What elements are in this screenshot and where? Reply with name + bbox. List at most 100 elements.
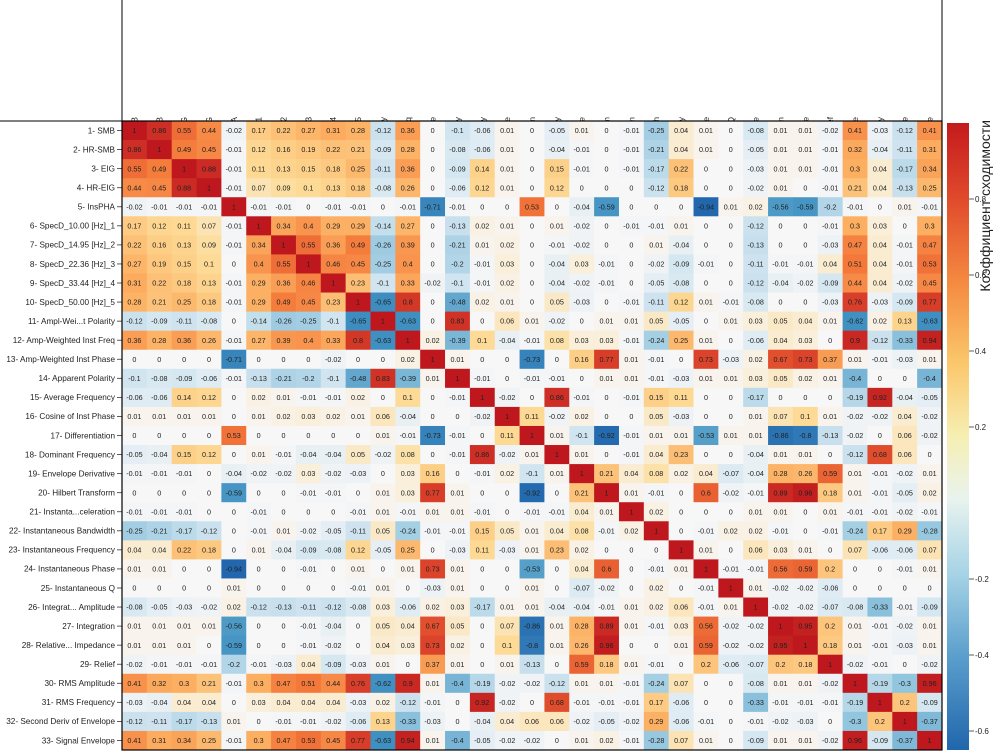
cell-value-label: 0.05 [550,298,564,307]
cell-value-label: 0.04 [873,240,887,249]
heatmap-cell [295,140,322,160]
heatmap-cell [320,616,347,637]
cell-value-label: 0.05 [450,622,464,631]
cell-value-label: 0.46 [301,279,315,288]
heatmap-cell [246,540,272,560]
cell-value-label: 0.02 [227,603,241,612]
cell-value-label: 0 [480,641,484,650]
colorbar-tick-label: -0.4 [975,651,989,660]
heatmap-cell [917,502,943,522]
heatmap-cell [743,330,769,351]
cell-value-label: 0.21 [575,488,589,497]
heatmap-cell [693,292,719,313]
cell-value-label: 0.26 [401,183,415,192]
heatmap-cell [196,616,222,637]
heatmap-cell [792,559,819,579]
cell-value-label: 0.01 [798,126,812,135]
cell-value-label: 0.41 [923,126,937,135]
cell-value-label: -0.11 [151,717,167,726]
heatmap-cell [395,292,421,313]
heatmap-cell [867,330,893,351]
heatmap-cell [494,159,520,179]
heatmap-cell [271,368,297,389]
cell-value-label: 0.27 [301,126,315,135]
cell-value-label: 0 [778,221,782,230]
heatmap-cell [271,616,297,637]
heatmap-cell [445,368,471,389]
heatmap-cell [817,197,844,217]
cell-value-label: 1 [803,641,807,650]
cell-value-label: -0.01 [474,469,490,478]
heatmap-cell [469,559,496,579]
cell-value-label: 0.12 [674,298,688,307]
cell-value-label: 0.01 [674,221,688,230]
heatmap-cell [594,159,620,179]
cell-value-label: 0.05 [376,526,390,535]
cell-value-label: 0 [654,641,658,650]
heatmap-cell [320,464,347,484]
heatmap-cell [743,178,769,198]
cell-value-label: -0.56 [772,202,788,211]
heatmap-cell [445,521,471,541]
heatmap-cell [668,159,694,179]
heatmap-cell [842,178,868,198]
cell-value-label: 0.67 [426,622,440,631]
heatmap-cell [892,311,918,332]
cell-value-label: -0.08 [747,298,763,307]
heatmap-cell [271,159,297,179]
heatmap-cell [445,330,471,351]
cell-value-label: -0.04 [499,336,515,345]
cell-value-label: -0.01 [648,660,664,669]
cell-value-label: 0.04 [674,145,688,154]
heatmap-cell [693,483,719,503]
heatmap-cell [519,521,545,541]
cell-value-label: 0.02 [649,507,663,516]
heatmap-cell [221,368,247,389]
cell-value-label: 0.77 [600,355,614,364]
cell-value-label: 0 [132,355,136,364]
heatmap-cell [569,311,595,332]
heatmap-cell [817,216,844,236]
heatmap-cell [395,692,421,713]
cell-value-label: 0.01 [525,545,539,554]
heatmap-cell [668,368,694,389]
cell-value-label: 0.3 [254,736,264,745]
heatmap-cell [768,445,794,465]
cell-value-label: 0.04 [277,698,291,707]
cell-value-label: -0.33 [872,603,888,612]
cell-value-label: -0.01 [201,202,217,211]
cell-value-label: 0.01 [773,145,787,154]
heatmap-cell [320,406,347,427]
heatmap-cell [171,711,197,732]
cell-value-label: 0.02 [749,355,763,364]
heatmap-cell [768,654,794,675]
heatmap-cell [743,368,769,389]
heatmap-cell [171,406,197,427]
cell-value-label: -0.39 [449,336,465,345]
heatmap-cell [768,673,794,694]
heatmap-cell [668,673,694,694]
heatmap-cell [345,387,371,408]
heatmap-cell [295,330,322,351]
cell-value-label: 0.55 [277,260,291,269]
heatmap-cell [420,159,446,179]
cell-value-label: -0.01 [897,565,913,574]
cell-value-label: -0.02 [921,431,937,440]
cell-value-label: 0.19 [152,260,166,269]
heatmap-cell [320,483,347,503]
heatmap-cell [320,654,347,675]
cell-value-label: -0.01 [250,507,266,516]
heatmap-cell [370,483,396,503]
cell-value-label: 0.01 [376,431,390,440]
heatmap-cell [469,159,496,179]
heatmap-cell [544,521,570,541]
cell-value-label: -0.03 [275,660,291,669]
cell-value-label: 0.03 [301,469,315,478]
cell-value-label: 0.36 [401,126,415,135]
heatmap-cell [892,578,918,598]
cell-value-label: 0 [729,698,733,707]
cell-value-label: 0.01 [600,374,614,383]
heatmap-cell [271,311,297,332]
heatmap-cell [792,368,819,389]
heatmap-cell [917,635,943,656]
